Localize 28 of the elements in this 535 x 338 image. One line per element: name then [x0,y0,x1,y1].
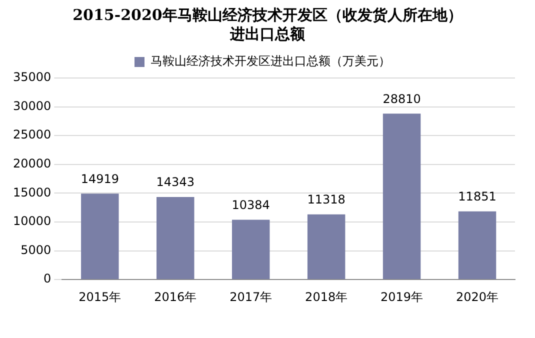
bar [307,214,346,280]
x-tick-label: 2019年 [380,290,424,304]
data-label: 28810 [382,92,421,106]
x-tick-label: 2018年 [305,290,348,304]
legend-label: 马鞍山经济技术开发区进出口总额（万美元） [150,54,390,68]
x-tick-label: 2020年 [456,290,499,304]
x-tick-label: 2016年 [154,290,197,304]
y-tick-label: 5000 [20,242,52,257]
data-label: 14343 [156,175,194,190]
y-tick-label: 30000 [12,98,52,113]
y-tick-label: 20000 [12,156,52,171]
chart-title: 2015-2020年马鞍山经济技术开发区（收发货人所在地）进出口总额 [72,6,464,44]
data-label: 14919 [80,172,120,186]
data-label: 11318 [307,192,346,207]
y-tick-label: 10000 [12,214,52,228]
y-tick-label: 0 [44,272,52,286]
x-tick-label: 2015年 [78,290,122,304]
y-tick-label: 15000 [12,185,52,200]
x-tick-label: 2017年 [230,290,272,304]
data-label: 10384 [232,198,270,212]
y-tick-label: 25000 [12,128,52,142]
y-tick-label: 35000 [12,70,52,84]
bar [458,211,496,280]
bar [81,194,119,280]
bar [232,220,270,280]
data-label: 11851 [458,189,496,204]
bar [156,196,194,280]
bar [382,114,421,280]
